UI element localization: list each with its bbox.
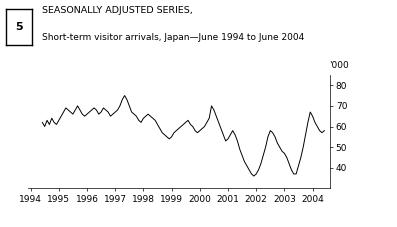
Text: 5: 5 — [15, 22, 23, 32]
Text: SEASONALLY ADJUSTED SERIES,: SEASONALLY ADJUSTED SERIES, — [42, 6, 193, 15]
Text: '000: '000 — [330, 61, 349, 70]
Text: Short-term visitor arrivals, Japan—June 1994 to June 2004: Short-term visitor arrivals, Japan—June … — [42, 33, 304, 42]
